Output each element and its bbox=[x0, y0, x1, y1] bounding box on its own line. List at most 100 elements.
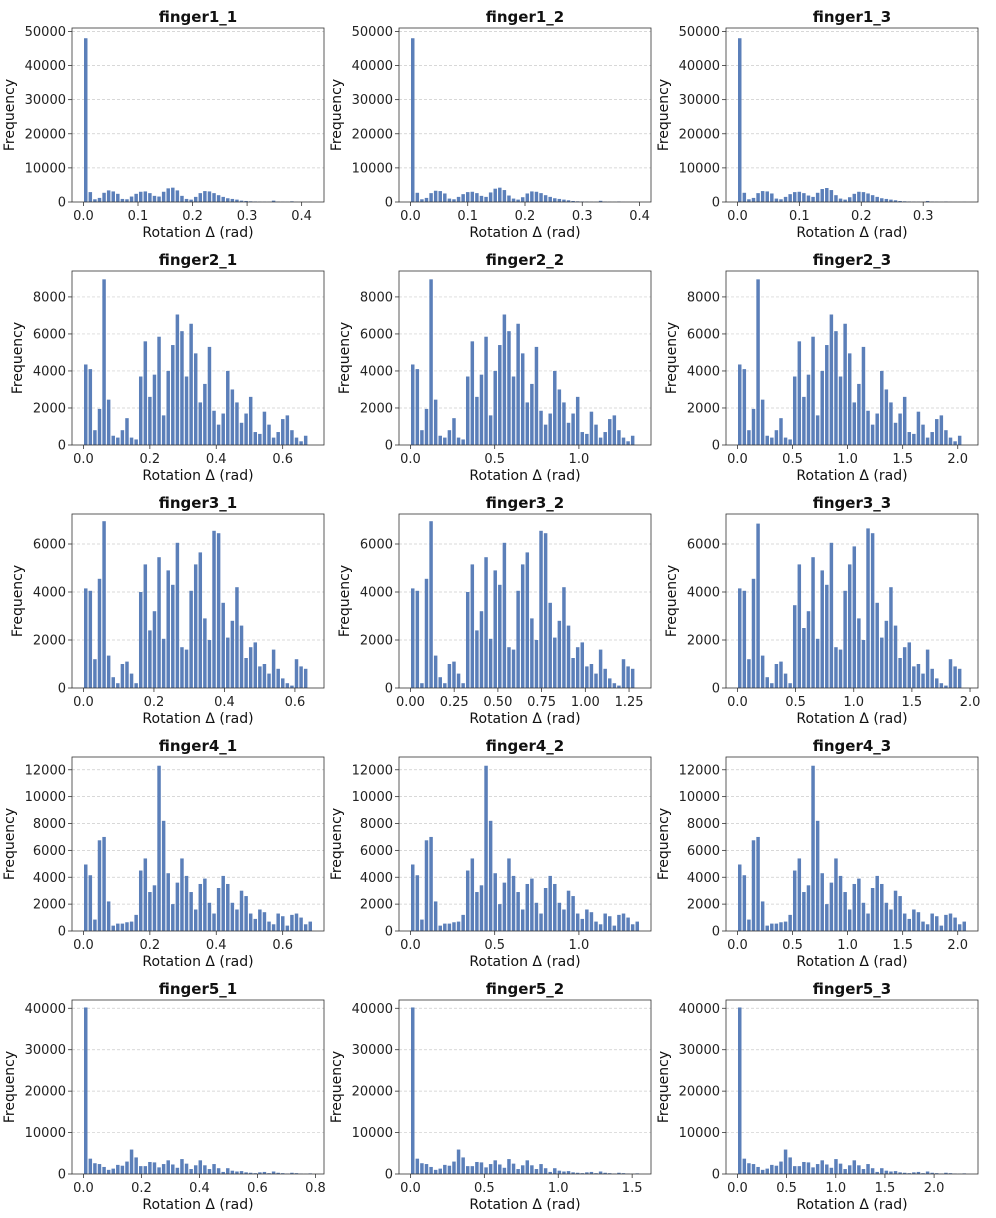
bar bbox=[603, 913, 607, 931]
bar bbox=[566, 890, 571, 931]
bar bbox=[271, 200, 276, 202]
bar bbox=[806, 885, 811, 931]
bar bbox=[870, 533, 875, 688]
bar bbox=[262, 664, 267, 688]
bar bbox=[116, 193, 120, 202]
bar bbox=[498, 904, 502, 931]
bar bbox=[802, 396, 806, 445]
bar bbox=[575, 913, 580, 931]
bar bbox=[511, 198, 516, 202]
bar bbox=[608, 419, 612, 445]
y-tick-label: 12000 bbox=[352, 763, 393, 778]
bar bbox=[742, 192, 747, 202]
bar bbox=[738, 38, 742, 203]
bar bbox=[93, 919, 97, 931]
bar bbox=[116, 683, 120, 688]
bar bbox=[875, 413, 879, 445]
bar bbox=[630, 435, 635, 445]
x-tick-label: 1.0 bbox=[569, 452, 590, 467]
bar bbox=[93, 199, 97, 202]
bar bbox=[907, 1173, 912, 1174]
bar bbox=[585, 1172, 589, 1174]
subplot-finger5_2: 0 10000 20000 30000 40000 0.0 0.5 1.0 1.5 finger5… bbox=[329, 980, 652, 1213]
bar bbox=[788, 683, 792, 688]
bar bbox=[770, 437, 774, 445]
bar bbox=[285, 925, 290, 931]
bar bbox=[157, 196, 161, 202]
bar bbox=[788, 439, 792, 445]
x-axis-label: Rotation Δ (rad) bbox=[142, 225, 253, 241]
bar bbox=[953, 666, 957, 688]
bar bbox=[621, 437, 626, 445]
bar bbox=[598, 437, 603, 445]
bar bbox=[171, 904, 175, 931]
bar bbox=[621, 913, 626, 931]
bar bbox=[285, 415, 290, 445]
bar bbox=[884, 902, 889, 931]
bar bbox=[93, 1163, 97, 1174]
bar bbox=[944, 685, 948, 688]
bar bbox=[511, 875, 516, 931]
bar bbox=[184, 376, 189, 445]
bar bbox=[438, 677, 442, 688]
bar bbox=[484, 765, 488, 931]
bar bbox=[138, 592, 143, 688]
bar bbox=[166, 370, 170, 445]
bar bbox=[175, 314, 180, 445]
subplot-finger1_2: 0 10000 20000 30000 40000 50000 0.0 0.1 0.2 0.3 0.… bbox=[329, 8, 652, 241]
y-tick-label: 10000 bbox=[679, 1126, 720, 1141]
bar bbox=[957, 924, 962, 931]
bar bbox=[948, 1173, 953, 1174]
y-tick-label: 20000 bbox=[352, 1085, 393, 1100]
bar bbox=[765, 1168, 769, 1174]
bar bbox=[852, 402, 857, 445]
bar bbox=[452, 661, 456, 688]
bar bbox=[534, 902, 539, 931]
bar bbox=[797, 858, 802, 931]
bar bbox=[143, 564, 148, 688]
bar bbox=[465, 192, 470, 202]
bar bbox=[820, 873, 824, 931]
bar bbox=[525, 193, 530, 202]
bar bbox=[516, 199, 520, 202]
bar bbox=[834, 195, 838, 202]
bar bbox=[907, 642, 912, 688]
bar bbox=[429, 279, 433, 445]
bar bbox=[630, 924, 635, 931]
bar bbox=[111, 191, 115, 202]
subplot-title: finger5_1 bbox=[159, 980, 237, 998]
y-tick-label: 8000 bbox=[360, 817, 393, 832]
bar bbox=[106, 190, 111, 202]
bar bbox=[221, 196, 225, 202]
bar bbox=[557, 902, 562, 931]
bar bbox=[820, 189, 824, 202]
y-axis-label: Frequency bbox=[337, 565, 353, 637]
bar bbox=[102, 1166, 106, 1174]
bar bbox=[148, 630, 152, 688]
bar bbox=[916, 1171, 921, 1174]
bar bbox=[294, 913, 299, 931]
bar bbox=[802, 628, 806, 688]
x-tick-label: 0.1 bbox=[457, 209, 478, 224]
y-tick-label: 10000 bbox=[25, 1126, 66, 1141]
bar bbox=[221, 413, 225, 445]
bar bbox=[433, 901, 438, 931]
bar bbox=[88, 590, 93, 688]
bar bbox=[248, 1172, 253, 1174]
y-tick-label: 8000 bbox=[33, 817, 66, 832]
bar bbox=[852, 193, 857, 202]
bar bbox=[184, 1163, 189, 1174]
subplot-finger4_2: 0 2000 4000 6000 8000 10000 12000 0.0 0.5 1.0 fing… bbox=[329, 737, 652, 970]
bar bbox=[612, 925, 617, 931]
bar bbox=[129, 673, 134, 688]
bar bbox=[553, 198, 557, 202]
y-axis-label: Frequency bbox=[664, 322, 680, 394]
bar bbox=[498, 345, 502, 445]
x-axis-label: Rotation Δ (rad) bbox=[469, 225, 580, 241]
bar bbox=[447, 1165, 452, 1174]
bar bbox=[106, 901, 111, 931]
bar bbox=[166, 570, 170, 688]
x-tick-label: 0.0 bbox=[73, 938, 94, 953]
bar bbox=[589, 1171, 594, 1174]
bar bbox=[415, 369, 420, 445]
